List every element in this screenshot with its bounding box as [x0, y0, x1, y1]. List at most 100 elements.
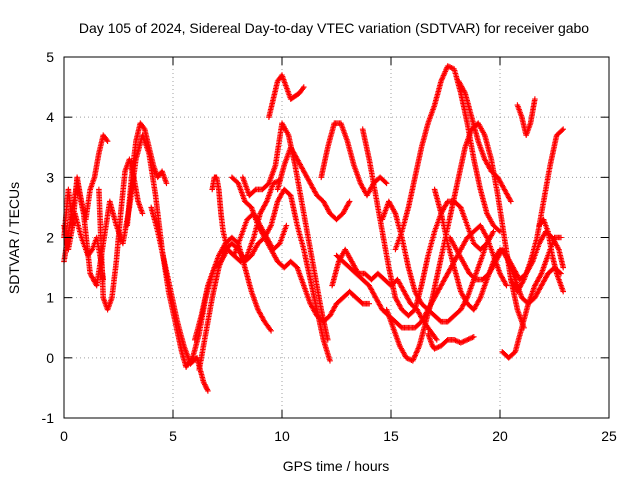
data-point	[440, 212, 442, 215]
data-point	[521, 116, 523, 118]
data-point	[543, 218, 545, 221]
x-tick-label: 15	[383, 428, 399, 444]
data-point	[237, 182, 239, 184]
data-point	[490, 170, 492, 172]
data-point	[560, 285, 562, 287]
data-point	[508, 357, 510, 359]
data-point	[340, 122, 342, 124]
x-tick-label: 25	[601, 428, 617, 444]
data-point	[154, 194, 157, 196]
data-point	[420, 321, 423, 323]
data-point	[401, 327, 403, 329]
data-point	[420, 285, 423, 287]
data-point	[111, 297, 113, 299]
data-point	[211, 297, 213, 299]
data-point	[534, 297, 536, 299]
data-point	[96, 236, 98, 239]
data-point	[115, 260, 117, 263]
data-point	[551, 254, 553, 257]
data-point	[440, 285, 442, 287]
data-point	[98, 188, 100, 190]
data-point	[294, 164, 296, 166]
data-point	[466, 303, 468, 305]
data-point	[464, 92, 466, 94]
data-point	[449, 236, 451, 239]
data-point	[120, 212, 122, 215]
data-point	[471, 116, 473, 118]
data-point	[320, 176, 322, 178]
data-point	[107, 309, 109, 311]
x-tick-label: 20	[492, 428, 508, 444]
data-point	[257, 309, 259, 311]
data-point	[479, 297, 481, 299]
data-point	[521, 297, 523, 299]
data-point	[484, 158, 486, 160]
data-point	[434, 104, 436, 106]
data-point	[329, 212, 331, 215]
data-point	[501, 248, 503, 251]
data-point	[460, 309, 462, 311]
data-point	[547, 254, 549, 257]
data-point	[329, 315, 331, 317]
data-point	[279, 242, 281, 245]
data-point	[523, 279, 525, 281]
data-point	[394, 321, 396, 323]
data-point	[303, 170, 305, 172]
data-point	[309, 182, 311, 184]
data-point	[438, 266, 440, 269]
data-point	[447, 200, 449, 202]
data-point	[80, 236, 83, 239]
data-point	[401, 309, 403, 311]
series-arc-27	[514, 96, 538, 138]
data-point	[414, 176, 416, 178]
data-point	[250, 206, 253, 209]
data-point	[388, 266, 390, 269]
data-point	[253, 236, 255, 239]
data-point	[213, 176, 216, 178]
data-point	[368, 285, 370, 287]
data-point	[338, 260, 340, 263]
data-point	[427, 254, 429, 257]
data-point	[130, 176, 133, 178]
data-point	[538, 242, 540, 245]
series-arc-14	[274, 144, 353, 223]
data-point	[410, 303, 412, 305]
data-point	[344, 248, 346, 251]
data-point	[457, 176, 460, 178]
data-point	[102, 134, 104, 136]
data-point	[383, 279, 386, 281]
data-point	[471, 128, 473, 130]
data-point	[407, 266, 410, 269]
data-point	[447, 339, 449, 341]
data-point	[220, 212, 222, 215]
data-point	[213, 266, 216, 269]
data-point	[266, 200, 268, 202]
data-point	[481, 279, 484, 281]
data-point	[218, 188, 220, 190]
data-point	[141, 212, 144, 215]
y-axis-label: SDTVAR / TECUs	[6, 182, 22, 294]
data-point	[107, 140, 109, 142]
data-point	[342, 212, 344, 215]
data-point	[216, 176, 218, 178]
data-point	[89, 273, 91, 275]
data-point	[85, 218, 87, 221]
series-arc-24	[447, 234, 564, 307]
data-point	[148, 146, 150, 148]
data-point	[447, 242, 449, 245]
data-point	[211, 188, 213, 190]
data-point	[407, 206, 410, 209]
data-point	[231, 176, 233, 178]
data-point	[263, 321, 266, 323]
data-point	[194, 339, 196, 341]
data-point	[455, 248, 457, 251]
data-point	[183, 345, 185, 347]
data-point	[538, 224, 540, 227]
data-point	[460, 206, 462, 209]
data-point	[298, 92, 301, 94]
data-point	[486, 212, 488, 215]
data-point	[468, 273, 471, 275]
data-point	[514, 279, 516, 281]
